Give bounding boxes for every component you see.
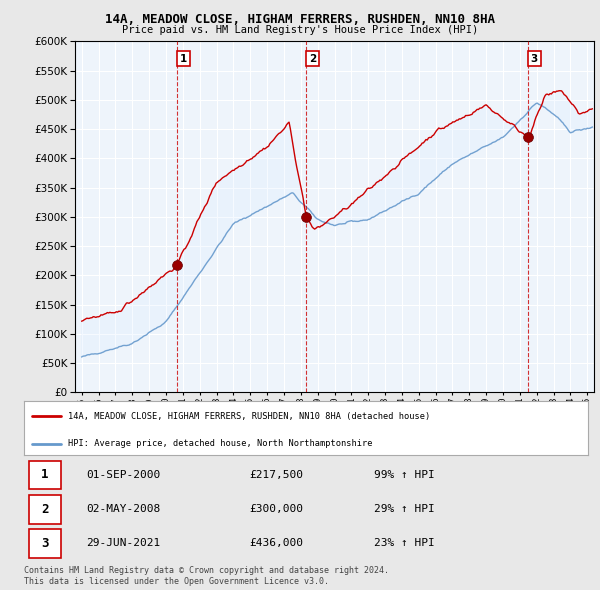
Point xyxy=(302,212,311,222)
Text: 99% ↑ HPI: 99% ↑ HPI xyxy=(374,470,434,480)
Text: 01-SEP-2000: 01-SEP-2000 xyxy=(86,470,160,480)
Text: 14A, MEADOW CLOSE, HIGHAM FERRERS, RUSHDEN, NN10 8HA (detached house): 14A, MEADOW CLOSE, HIGHAM FERRERS, RUSHD… xyxy=(68,412,430,421)
Text: 3: 3 xyxy=(531,54,538,64)
Text: 29-JUN-2021: 29-JUN-2021 xyxy=(86,539,160,548)
Text: 29% ↑ HPI: 29% ↑ HPI xyxy=(374,504,434,514)
Text: Contains HM Land Registry data © Crown copyright and database right 2024.
This d: Contains HM Land Registry data © Crown c… xyxy=(24,566,389,586)
Point xyxy=(172,260,182,270)
Text: 1: 1 xyxy=(180,54,187,64)
FancyBboxPatch shape xyxy=(29,529,61,558)
Text: 14A, MEADOW CLOSE, HIGHAM FERRERS, RUSHDEN, NN10 8HA: 14A, MEADOW CLOSE, HIGHAM FERRERS, RUSHD… xyxy=(105,13,495,26)
Text: 2: 2 xyxy=(309,54,316,64)
Text: 2: 2 xyxy=(41,503,49,516)
Text: 23% ↑ HPI: 23% ↑ HPI xyxy=(374,539,434,548)
Text: 3: 3 xyxy=(41,537,49,550)
Text: Price paid vs. HM Land Registry's House Price Index (HPI): Price paid vs. HM Land Registry's House … xyxy=(122,25,478,35)
Text: HPI: Average price, detached house, North Northamptonshire: HPI: Average price, detached house, Nort… xyxy=(68,439,373,448)
FancyBboxPatch shape xyxy=(29,495,61,523)
Text: 1: 1 xyxy=(41,468,49,481)
FancyBboxPatch shape xyxy=(29,461,61,489)
Point xyxy=(523,133,533,142)
Text: £436,000: £436,000 xyxy=(250,539,304,548)
Text: 02-MAY-2008: 02-MAY-2008 xyxy=(86,504,160,514)
Text: £300,000: £300,000 xyxy=(250,504,304,514)
Text: £217,500: £217,500 xyxy=(250,470,304,480)
